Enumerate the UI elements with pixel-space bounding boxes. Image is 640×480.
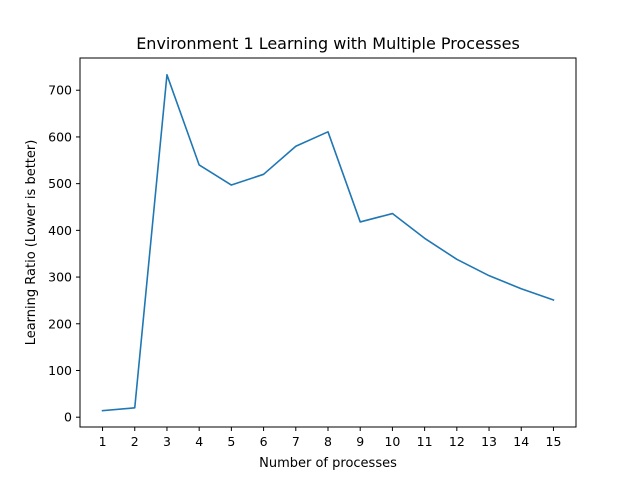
x-tick-label: 11 [417,434,433,449]
x-tick-label: 5 [227,434,235,449]
y-tick-label: 0 [64,410,72,425]
x-tick-label: 6 [260,434,268,449]
y-tick-label: 400 [48,223,72,238]
y-axis: 0 100 200 300 400 500 600 700 [48,83,80,425]
x-axis-label: Number of processes [259,456,397,471]
x-tick-label: 3 [163,434,171,449]
chart-title: Environment 1 Learning with Multiple Pro… [136,34,520,53]
x-tick-label: 13 [481,434,497,449]
plot-area: 1 2 3 4 5 6 7 8 9 10 11 12 13 14 15 010020030040050060… [48,57,577,449]
y-tick-label: 100 [48,363,72,378]
x-tick-label: 8 [324,434,332,449]
x-tick-label: 2 [131,434,139,449]
x-tick-label: 9 [356,434,364,449]
x-tick-label: 10 [384,434,400,449]
x-tick-label: 1 [99,434,107,449]
y-tick-label: 200 [48,316,72,331]
y-tick-label: 500 [48,176,72,191]
x-tick-label: 15 [546,434,562,449]
y-tick-label: 300 [48,270,72,285]
x-tick-label: 14 [513,434,529,449]
x-tick-label: 12 [449,434,465,449]
x-tick-label: 4 [195,434,203,449]
x-tick-label: 7 [292,434,300,449]
y-tick-label: 700 [48,83,72,98]
y-axis-label: Learning Ratio (Lower is better) [24,140,39,346]
y-tick-label: 600 [48,129,72,144]
series-line [101,74,555,412]
x-axis: 1 2 3 4 5 6 7 8 9 10 11 12 13 14 15 [99,427,562,449]
